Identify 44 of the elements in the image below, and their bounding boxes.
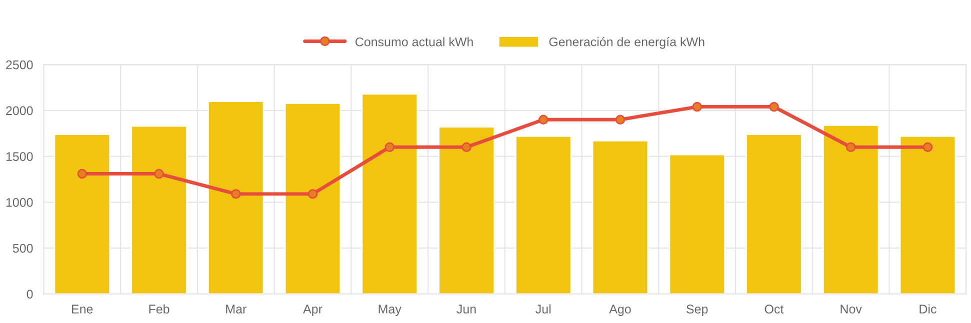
x-tick-label: Mar (226, 304, 246, 314)
point (922, 142, 933, 152)
bar (284, 102, 342, 294)
x-tick-label: Dic (920, 304, 936, 314)
y-tick-label: 2000 (6, 106, 33, 116)
bar (592, 140, 649, 294)
point (384, 142, 394, 152)
point (538, 114, 548, 124)
bar (668, 154, 726, 294)
bar (438, 126, 495, 294)
point (615, 114, 626, 124)
bar (54, 134, 110, 294)
bar (361, 93, 418, 294)
x-tick-label: May (378, 304, 402, 316)
y-tick-label: 1000 (6, 198, 33, 207)
x-tick-label: Oct (764, 304, 784, 314)
bar (899, 135, 956, 294)
point (692, 102, 702, 112)
x-tick-label: Ene (72, 304, 93, 314)
y-tick-label: 1500 (6, 152, 33, 161)
x-tick-label: Jul (536, 304, 551, 314)
legend-label: Generación de energía kWh (549, 36, 704, 49)
bar (746, 134, 802, 294)
y-tick-label: 0 (26, 290, 33, 299)
x-tick-label: Apr (303, 304, 322, 316)
point (846, 142, 856, 152)
bar (822, 124, 880, 294)
point (77, 168, 87, 179)
point (308, 189, 318, 199)
point (769, 102, 779, 112)
point (231, 189, 241, 199)
point (462, 142, 472, 152)
legend-label: Consumo actual kWh (355, 37, 473, 46)
x-tick-label: Sep (686, 304, 708, 316)
x-tick-label: Feb (149, 304, 170, 314)
y-tick-label: 2500 (6, 60, 33, 70)
x-tick-label: Jun (456, 304, 476, 314)
bar (208, 100, 264, 294)
bar (130, 125, 188, 294)
bar (514, 135, 572, 294)
point (154, 168, 164, 179)
x-tick-label: Ago (609, 304, 631, 316)
y-tick-label: 500 (12, 244, 33, 253)
x-tick-label: Nov (840, 304, 862, 314)
